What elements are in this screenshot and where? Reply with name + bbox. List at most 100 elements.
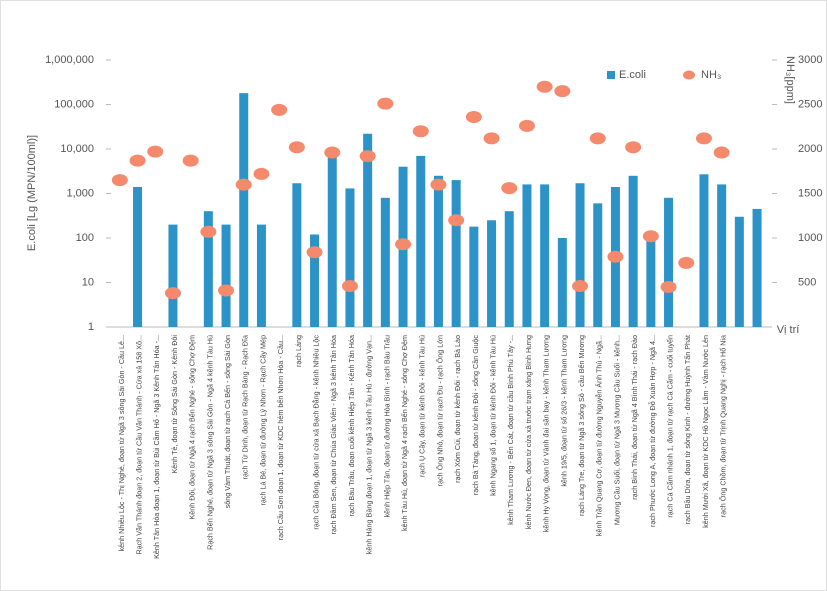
bar bbox=[363, 133, 373, 327]
y-tick-label: 1,000 bbox=[66, 187, 94, 199]
bar bbox=[451, 180, 461, 327]
y-tick-label: 100,000 bbox=[54, 98, 94, 110]
legend-label: NH₃ bbox=[701, 69, 721, 81]
nh3-dot bbox=[642, 230, 659, 243]
x-tick-label: Rạch Bến Nghé, đoạn từ Ngã 3 sông Sài Gò… bbox=[205, 335, 214, 550]
nh3-dot bbox=[483, 132, 500, 145]
x-tick-label: rạch Láng Tre, đoạn từ Ngã 3 sông Sô - c… bbox=[577, 335, 586, 516]
legend-swatch bbox=[607, 71, 615, 79]
x-tick-label: kênh Mười Xã, đoạn từ KDC Hồ Ngọc Lãm - … bbox=[701, 335, 710, 528]
x-tick-label: rạch Cầu Bông, đoạn từ cửa xả Bạch Đằng … bbox=[311, 335, 320, 530]
nh3-dot bbox=[271, 103, 288, 116]
bar bbox=[664, 197, 674, 327]
x-tick-label: kênh Nhiêu Lộc - Thị Nghè, đoạn từ Ngã 3… bbox=[117, 335, 126, 551]
legend-swatch bbox=[683, 70, 695, 80]
bar bbox=[168, 224, 178, 327]
bar bbox=[717, 184, 727, 327]
bar bbox=[540, 184, 550, 327]
x-tick-label: rạch Bình Thái, đoạn từ Ngã 4 Bình Thái … bbox=[630, 335, 639, 500]
nh3-dot bbox=[218, 284, 235, 297]
nh3-dot bbox=[448, 214, 465, 227]
x-tick-label: rạch Ụ Cây, đoạn từ kênh Đôi - kênh Tàu … bbox=[418, 335, 427, 477]
nh3-dot bbox=[164, 287, 181, 300]
x-tick-label: rạch Bàu Trâu, đoạn cuối kênh Hiệp Tân -… bbox=[347, 335, 356, 517]
x-tick-label: rạch Xóm Củi, đoạn từ kênh Đôi - rạch Bà… bbox=[453, 335, 462, 483]
nh3-dot bbox=[501, 182, 518, 195]
bar bbox=[504, 211, 514, 327]
bar bbox=[310, 234, 320, 327]
y-tick-label: 100 bbox=[76, 232, 94, 244]
nh3-dot bbox=[288, 141, 305, 154]
x-tick-label: kênh Tàu Hủ, đoạn từ Ngã 4 rạch Bến Nghé… bbox=[400, 335, 409, 531]
nh3-dot bbox=[695, 132, 712, 145]
x-tick-label: Kênh Đôi, đoạn từ Ngã 4 rạch Bến Nghé - … bbox=[188, 335, 197, 520]
nh3-dot bbox=[713, 146, 730, 159]
x-tick-label: rạch Bà Tàng, đoạn từ kênh Đôi - sông Cầ… bbox=[471, 335, 480, 496]
nh3-dot bbox=[377, 97, 394, 110]
x-tick-label: sông Vàm Thuật, đoạn từ rạch Cả Bến - sô… bbox=[223, 335, 232, 508]
x-tick-label: kênh Ngang số 1, đoạn từ kênh Đôi - kênh… bbox=[488, 335, 497, 496]
x-tick-label: rạch Bầu Dừa, đoạn từ sông Kinh - đường … bbox=[683, 335, 692, 524]
nh3-dot bbox=[660, 280, 677, 293]
bar bbox=[734, 216, 744, 327]
x-tick-label: kênh 19/5, đoạn từ số 26/3 - kênh Tham L… bbox=[559, 335, 568, 487]
nh3-dot bbox=[518, 119, 535, 132]
x-tick-label: rạch Cầu Sơn đoạn 1, đoạn từ KDC hẻm bến… bbox=[276, 335, 285, 540]
x-tick-label: rạch Cá Cấm nhánh 1, đoạn từ rạch Cá Cấm… bbox=[665, 335, 674, 518]
bar bbox=[380, 197, 390, 327]
nh3-dot bbox=[359, 150, 376, 163]
nh3-dot bbox=[182, 154, 199, 167]
bar bbox=[203, 211, 213, 327]
bar bbox=[487, 220, 497, 327]
x-tick-label: Kênh Tân Hóa đoạn 1, đoạn từ Bùi Cầm Hổ … bbox=[152, 335, 161, 559]
bar bbox=[433, 175, 443, 327]
y-tick-label: 1 bbox=[88, 321, 94, 333]
legend-label: E.coli bbox=[619, 69, 646, 81]
x-tick-label: rạch Ông Chồm, đoạn từ Trịnh Quang Nghị … bbox=[719, 335, 728, 517]
x-tick-label: rạch Phước Long A, đoạn từ đường Đỗ Xuân… bbox=[648, 335, 657, 527]
nh3-dot bbox=[395, 238, 412, 251]
bar bbox=[575, 183, 585, 327]
x-tick-label: kênh Hàng Bàng đoạn 1, đoạn từ Ngã 3 kên… bbox=[365, 335, 374, 554]
x-tick-label: kênh Hy Vọng, đoạn từ Vành đai sân bay -… bbox=[542, 335, 551, 532]
y2-tick-label: 500 bbox=[798, 276, 816, 288]
nh3-dot bbox=[412, 125, 429, 138]
bar bbox=[593, 203, 603, 327]
x-tick-label: Rạch Văn Thánh đoạn 2, đoạn từ Cầu Văn T… bbox=[134, 335, 143, 555]
bar bbox=[646, 238, 656, 327]
y-tick-label: 1,000,000 bbox=[45, 54, 94, 66]
bar bbox=[416, 155, 426, 327]
nh3-dot bbox=[607, 250, 624, 263]
nh3-dot bbox=[536, 80, 553, 93]
y2-tick-label: 2500 bbox=[798, 98, 822, 110]
bar bbox=[133, 186, 143, 327]
x-tick-label: kênh Nước Đen, đoạn từ cửa xả trước trạm… bbox=[524, 335, 533, 529]
y2-axis-label: NH₃[ppm] bbox=[784, 56, 796, 104]
nh3-dot bbox=[253, 167, 270, 180]
y2-tick-label: 1500 bbox=[798, 187, 822, 199]
bar bbox=[221, 224, 231, 327]
bar bbox=[292, 183, 302, 327]
nh3-dot bbox=[324, 146, 341, 159]
bar bbox=[327, 153, 337, 327]
nh3-dot bbox=[129, 154, 146, 167]
x-tick-label: kênh Tham Lương - Bến Cát, đoạn từ cầu B… bbox=[506, 335, 515, 525]
y2-tick-label: 1000 bbox=[798, 232, 822, 244]
nh3-dot bbox=[111, 174, 128, 187]
nh3-dot bbox=[306, 246, 323, 259]
x-tick-label: kênh Trần Quang Cơ, đoạn từ đường Nguyễn… bbox=[595, 335, 604, 536]
bar bbox=[239, 93, 249, 327]
y-axis-label: E.coli [Lg (MPN/100ml)] bbox=[26, 135, 38, 251]
y-tick-label: 10,000 bbox=[60, 143, 94, 155]
x-tick-label: rạch Từ Dinh, đoạn từ Rạch Bàng - Rạch Đ… bbox=[241, 335, 250, 480]
nh3-dot bbox=[235, 178, 252, 191]
x-tick-label: rạch Láng bbox=[294, 335, 303, 367]
bar bbox=[628, 175, 638, 327]
nh3-dot bbox=[589, 132, 606, 145]
nh3-dot bbox=[147, 145, 164, 158]
bar bbox=[699, 174, 709, 327]
bar bbox=[752, 208, 762, 327]
nh3-dot bbox=[341, 280, 358, 293]
bar bbox=[345, 188, 355, 327]
